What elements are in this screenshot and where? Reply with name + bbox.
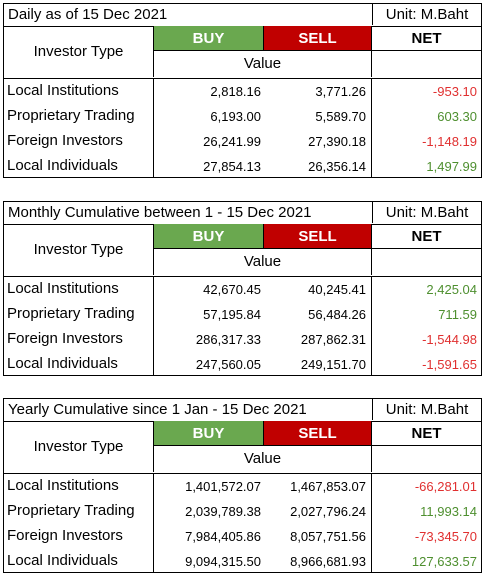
investor-type-header: Investor Type [4,421,154,472]
table-row: Local Institutions 1,401,572.07 1,467,85… [4,473,481,498]
table-row: Local Individuals 27,854.13 26,356.14 1,… [4,153,481,178]
net-value: 603.30 [437,109,477,124]
header-row: Investor Type BUY SELL NET Value [4,26,481,79]
sell-value: 2,027,796.24 [264,498,372,523]
investor-name: Proprietary Trading [4,103,154,128]
table-row: Proprietary Trading 57,195.84 56,484.26 … [4,301,481,326]
table-row: Proprietary Trading 2,039,789.38 2,027,7… [4,498,481,523]
investor-type-header: Investor Type [4,224,154,275]
table-title: Yearly Cumulative since 1 Jan - 15 Dec 2… [8,401,307,418]
net-value: 1,497.99 [426,159,477,174]
sell-value: 56,484.26 [264,301,372,326]
buy-value: 9,094,315.50 [185,554,261,569]
net-blank-cell [372,249,481,275]
table-row: Local Individuals 247,560.05 249,151.70 … [4,351,481,376]
sell-value: 249,151.70 [264,351,372,376]
sell-header: SELL [264,224,372,249]
investor-name: Proprietary Trading [4,498,154,523]
buy-header: BUY [154,26,264,51]
table-title-row: Daily as of 15 Dec 2021 Unit: M.Baht [4,4,481,27]
net-blank-cell [372,446,481,472]
yearly-table: Yearly Cumulative since 1 Jan - 15 Dec 2… [3,398,482,573]
monthly-table: Monthly Cumulative between 1 - 15 Dec 20… [3,201,482,376]
value-header: Value [154,51,372,77]
net-value: -1,544.98 [422,332,477,347]
table-row: Local Individuals 9,094,315.50 8,966,681… [4,548,481,573]
investor-name: Local Individuals [4,351,154,376]
buy-header: BUY [154,421,264,446]
investor-name: Local Individuals [4,548,154,573]
buy-value: 27,854.13 [203,159,261,174]
investor-name: Foreign Investors [4,326,154,351]
investor-name: Foreign Investors [4,128,154,153]
sell-value: 8,966,681.93 [264,548,372,573]
sell-value: 5,589.70 [264,103,372,128]
table-row: Foreign Investors 7,984,405.86 8,057,751… [4,523,481,548]
table-row: Local Institutions 42,670.45 40,245.41 2… [4,276,481,301]
net-value: -1,591.65 [422,357,477,372]
net-value: -1,148.19 [422,134,477,149]
sell-value: 3,771.26 [264,78,372,103]
net-value: 711.59 [438,307,477,322]
investor-name: Proprietary Trading [4,301,154,326]
sell-value: 8,057,751.56 [264,523,372,548]
buy-value: 2,818.16 [210,84,261,99]
sell-value: 26,356.14 [264,153,372,178]
table-row: Proprietary Trading 6,193.00 5,589.70 60… [4,103,481,128]
sell-value: 287,862.31 [264,326,372,351]
net-value: -66,281.01 [414,479,477,494]
net-value: -953.10 [432,84,477,99]
header-row: Investor Type BUY SELL NET Value [4,224,481,277]
buy-value: 26,241.99 [203,134,261,149]
buy-value: 6,193.00 [210,109,261,124]
sell-value: 40,245.41 [264,276,372,301]
buy-value: 42,670.45 [203,282,261,297]
buy-value: 57,195.84 [203,307,261,322]
buy-value: 1,401,572.07 [185,479,261,494]
table-row: Foreign Investors 26,241.99 27,390.18 -1… [4,128,481,153]
daily-table: Daily as of 15 Dec 2021 Unit: M.Baht Inv… [3,3,482,178]
net-value: 127,633.57 [411,554,477,569]
net-value: 11,993.14 [420,504,477,519]
table-title: Monthly Cumulative between 1 - 15 Dec 20… [8,204,312,221]
sell-value: 1,467,853.07 [264,473,372,498]
value-header: Value [154,249,372,275]
net-header: NET [372,26,481,51]
table-row: Local Institutions 2,818.16 3,771.26 -95… [4,78,481,103]
investor-name: Local Institutions [4,276,154,301]
buy-value: 2,039,789.38 [185,504,261,519]
table-title-row: Yearly Cumulative since 1 Jan - 15 Dec 2… [4,399,481,422]
net-header: NET [372,421,481,446]
investor-name: Local Institutions [4,78,154,103]
net-header: NET [372,224,481,249]
table-title: Daily as of 15 Dec 2021 [8,6,168,23]
investor-type-header: Investor Type [4,26,154,77]
investor-name: Foreign Investors [4,523,154,548]
sell-value: 27,390.18 [264,128,372,153]
buy-value: 7,984,405.86 [185,529,261,544]
buy-header: BUY [154,224,264,249]
sell-header: SELL [264,421,372,446]
net-blank-cell [372,51,481,77]
unit-label: Unit: M.Baht [372,399,481,420]
investor-name: Local Individuals [4,153,154,178]
unit-label: Unit: M.Baht [372,202,481,223]
sell-header: SELL [264,26,372,51]
investor-name: Local Institutions [4,473,154,498]
unit-label: Unit: M.Baht [372,4,481,25]
table-row: Foreign Investors 286,317.33 287,862.31 … [4,326,481,351]
buy-value: 286,317.33 [195,332,261,347]
buy-value: 247,560.05 [195,357,261,372]
header-row: Investor Type BUY SELL NET Value [4,421,481,474]
net-value: -73,345.70 [414,529,477,544]
net-value: 2,425.04 [426,282,477,297]
value-header: Value [154,446,372,472]
table-title-row: Monthly Cumulative between 1 - 15 Dec 20… [4,202,481,225]
